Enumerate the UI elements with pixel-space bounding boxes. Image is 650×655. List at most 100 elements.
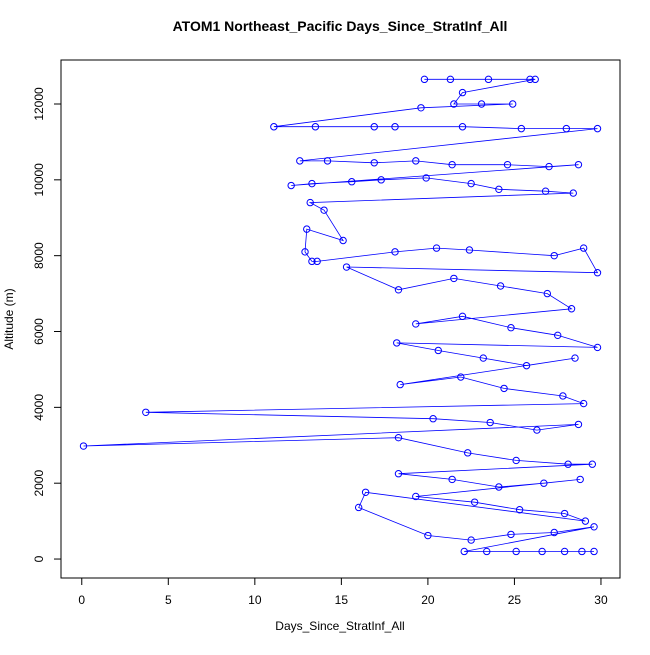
data-point xyxy=(306,198,314,207)
data-point xyxy=(420,75,429,84)
data-point xyxy=(550,528,558,537)
data-point xyxy=(303,225,311,233)
data-point xyxy=(567,305,576,313)
data-point xyxy=(320,206,328,214)
data-point xyxy=(393,339,401,347)
data-point xyxy=(429,415,437,423)
data-point xyxy=(308,179,316,188)
data-point xyxy=(434,346,442,355)
x-tick-label: 20 xyxy=(421,593,435,607)
data-point xyxy=(559,392,567,400)
data-point xyxy=(432,244,441,252)
data-point xyxy=(538,547,546,556)
data-point xyxy=(593,124,602,133)
y-tick-label: 2000 xyxy=(32,470,46,497)
data-point xyxy=(560,547,569,556)
data-point xyxy=(417,104,425,112)
x-tick-label: 30 xyxy=(594,593,608,607)
data-point xyxy=(142,408,150,416)
data-point xyxy=(354,503,363,512)
data-point xyxy=(448,160,456,169)
y-tick-label: 12000 xyxy=(32,87,46,121)
data-point xyxy=(590,523,598,531)
data-point xyxy=(391,248,399,256)
data-point xyxy=(571,354,579,362)
data-point xyxy=(576,475,584,484)
data-point xyxy=(484,75,493,84)
data-point xyxy=(574,420,583,429)
y-tick-label: 8000 xyxy=(32,242,46,269)
data-point xyxy=(579,399,588,408)
data-point xyxy=(508,100,517,108)
data-point xyxy=(581,517,590,525)
data-point xyxy=(512,456,520,465)
data-point xyxy=(458,123,467,131)
data-point xyxy=(495,185,503,194)
data-point xyxy=(308,257,316,266)
data-point xyxy=(522,361,531,370)
data-point xyxy=(550,251,558,260)
data-point xyxy=(270,123,278,131)
data-point xyxy=(479,354,487,362)
data-point xyxy=(496,282,505,290)
data-point xyxy=(370,123,378,131)
x-tick-label: 5 xyxy=(165,593,172,607)
data-point xyxy=(313,257,321,266)
data-point xyxy=(515,506,524,514)
data-point xyxy=(287,181,295,190)
x-tick-label: 25 xyxy=(508,593,522,607)
y-tick-label: 6000 xyxy=(32,318,46,345)
data-point xyxy=(394,433,403,442)
y-tick-label: 10000 xyxy=(32,163,46,197)
data-point xyxy=(477,100,486,108)
data-point xyxy=(579,244,588,252)
y-axis-label: Altitude (m) xyxy=(2,288,16,349)
data-point xyxy=(458,88,467,97)
data-point xyxy=(560,509,569,518)
data-point xyxy=(323,157,332,165)
data-point xyxy=(446,75,455,84)
data-point xyxy=(450,100,458,108)
data-point xyxy=(457,373,465,381)
data-point xyxy=(593,343,602,352)
data-point xyxy=(470,498,479,506)
x-tick-label: 10 xyxy=(248,593,262,607)
data-point xyxy=(391,123,399,131)
chart-title: ATOM1 Northeast_Pacific Days_Since_Strat… xyxy=(173,18,508,34)
data-point xyxy=(590,547,598,556)
data-point xyxy=(79,442,88,450)
data-point xyxy=(483,547,491,556)
data-point xyxy=(526,75,534,84)
data-point xyxy=(503,160,512,169)
data-point xyxy=(296,157,304,165)
data-point xyxy=(458,312,467,321)
data-point xyxy=(342,263,351,271)
data-point xyxy=(562,124,571,133)
data-point xyxy=(422,174,430,182)
data-point xyxy=(467,179,475,188)
data-point xyxy=(574,160,583,169)
data-point xyxy=(500,384,508,393)
data-point xyxy=(361,488,370,496)
data-point xyxy=(460,547,468,556)
data-point xyxy=(394,470,403,478)
data-point xyxy=(578,547,586,556)
data-point xyxy=(545,162,553,171)
plot-frame xyxy=(60,59,621,579)
data-point xyxy=(301,248,309,256)
data-point xyxy=(377,176,385,184)
data-point xyxy=(531,75,539,84)
data-point xyxy=(412,157,420,165)
data-point xyxy=(412,320,420,328)
x-axis-label: Days_Since_StratInf_All xyxy=(275,619,404,633)
data-point xyxy=(370,159,378,167)
data-point xyxy=(588,460,597,468)
data-line xyxy=(83,78,599,552)
data-point xyxy=(394,286,403,294)
data-point xyxy=(464,449,472,457)
data-point xyxy=(465,246,474,254)
data-point xyxy=(412,492,420,501)
data-point xyxy=(541,187,550,195)
y-tick-label: 4000 xyxy=(32,394,46,421)
